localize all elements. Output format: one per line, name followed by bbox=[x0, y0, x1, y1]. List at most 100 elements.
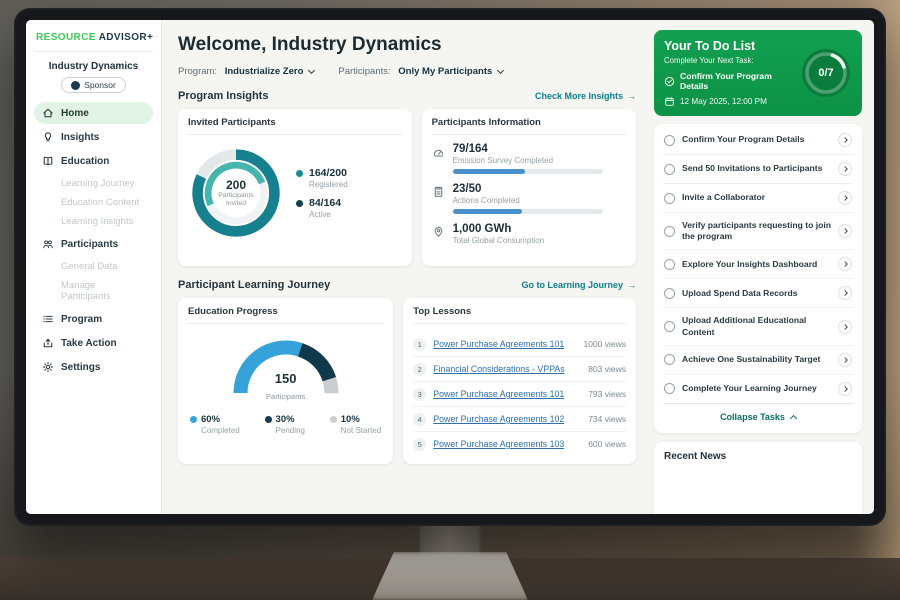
lesson-row: 4 Power Purchase Agreements 102 734 view… bbox=[413, 407, 626, 432]
sidebar-item-education-content[interactable]: Education Content bbox=[61, 197, 140, 208]
sponsor-badge: Sponsor bbox=[61, 77, 126, 93]
gear-icon bbox=[42, 361, 54, 373]
lightbulb-icon bbox=[42, 131, 54, 143]
todo-next-task[interactable]: Confirm Your Program Details bbox=[664, 71, 792, 91]
sidebar-item-insights[interactable]: Insights bbox=[34, 126, 153, 148]
sidebar-item-learning-journey[interactable]: Learning Journey bbox=[61, 178, 135, 189]
education-gauge-chart: 150 Participants bbox=[221, 332, 351, 402]
sidebar-item-participants[interactable]: Participants bbox=[34, 233, 153, 255]
chevron-right-icon[interactable] bbox=[838, 381, 852, 396]
checkbox-icon[interactable] bbox=[664, 192, 675, 204]
chevron-right-icon[interactable] bbox=[838, 286, 852, 301]
sidebar-item-label: Home bbox=[61, 107, 89, 119]
legend-item-not-started: 10% Not Started bbox=[329, 414, 381, 435]
todo-task-list: Confirm Your Program Details Send 50 Inv… bbox=[654, 124, 862, 433]
section-title: Participant Learning Journey bbox=[178, 279, 331, 291]
checkbox-icon[interactable] bbox=[664, 258, 675, 270]
donut-legend: 164/200 Registered 84/164 Active bbox=[296, 159, 348, 227]
collapse-tasks-link[interactable]: Collapse Tasks bbox=[663, 404, 853, 431]
recent-news-card: Recent News bbox=[654, 441, 862, 514]
section-title: Program Insights bbox=[178, 90, 269, 102]
lesson-views: 803 views bbox=[588, 364, 626, 374]
chevron-right-icon[interactable] bbox=[838, 257, 852, 272]
sidebar-item-general-data[interactable]: General Data bbox=[61, 261, 118, 272]
sidebar-item-education[interactable]: Education bbox=[34, 150, 153, 172]
arrow-right-icon: → bbox=[627, 280, 636, 290]
book-icon bbox=[42, 155, 54, 167]
check-more-insights-link[interactable]: Check More Insights → bbox=[534, 91, 636, 101]
monitor-bezel: RESOURCE ADVISOR+ Industry Dynamics Spon… bbox=[14, 8, 886, 526]
chevron-right-icon[interactable] bbox=[838, 319, 852, 334]
legend-dot bbox=[329, 416, 337, 423]
chevron-down-icon bbox=[308, 66, 316, 75]
screen: RESOURCE ADVISOR+ Industry Dynamics Spon… bbox=[26, 20, 874, 514]
checkbox-icon[interactable] bbox=[664, 383, 675, 395]
donut-center-value: 200 bbox=[225, 177, 247, 192]
app-logo: RESOURCE ADVISOR+ bbox=[34, 30, 153, 52]
go-to-learning-journey-link[interactable]: Go to Learning Journey → bbox=[521, 280, 636, 290]
lesson-link[interactable]: Financial Considerations - VPPAs bbox=[433, 364, 565, 374]
location-pin-icon bbox=[432, 225, 445, 238]
filters-bar: Program: Industrialize Zero Participants… bbox=[178, 66, 636, 77]
checkbox-icon[interactable] bbox=[664, 321, 675, 333]
program-filter-select[interactable]: Industrialize Zero bbox=[225, 66, 316, 77]
task-row-send-invitations[interactable]: Send 50 Invitations to Participants bbox=[663, 155, 853, 184]
task-row-achieve-target[interactable]: Achieve One Sustainability Target bbox=[663, 346, 853, 375]
lesson-row: 5 Power Purchase Agreements 103 600 view… bbox=[413, 432, 626, 456]
checkbox-icon[interactable] bbox=[664, 287, 675, 299]
checkbox-icon[interactable] bbox=[664, 225, 675, 237]
gauge-center-label: Participants bbox=[266, 392, 306, 401]
task-row-invite-collaborator[interactable]: Invite a Collaborator bbox=[663, 184, 853, 213]
gauge-legend: 60% Completed 30% Pending 10% Not Starte… bbox=[188, 404, 383, 437]
program-filter-label: Program: bbox=[178, 66, 218, 77]
chevron-right-icon[interactable] bbox=[838, 133, 852, 147]
sidebar-item-label: Take Action bbox=[61, 337, 117, 349]
task-row-verify-participants[interactable]: Verify participants requesting to join t… bbox=[663, 213, 853, 251]
legend-item-active: 84/164 Active bbox=[296, 197, 348, 219]
sidebar-item-home[interactable]: Home bbox=[34, 102, 153, 124]
lesson-rank: 2 bbox=[413, 362, 427, 376]
chevron-right-icon[interactable] bbox=[838, 191, 852, 205]
chevron-right-icon[interactable] bbox=[838, 352, 852, 367]
chevron-right-icon[interactable] bbox=[838, 162, 852, 176]
task-row-confirm-program[interactable]: Confirm Your Program Details bbox=[663, 126, 853, 155]
sidebar-item-learning-insights[interactable]: Learning Insights bbox=[61, 216, 134, 227]
check-circle-icon bbox=[664, 76, 675, 87]
checkbox-icon[interactable] bbox=[664, 134, 675, 146]
participants-filter-label: Participants: bbox=[338, 66, 391, 77]
learning-journey-cards: Education Progress 150 Participants 60% bbox=[178, 298, 636, 464]
org-name: Industry Dynamics bbox=[48, 61, 139, 72]
sidebar-item-settings[interactable]: Settings bbox=[34, 356, 153, 378]
chevron-right-icon[interactable] bbox=[838, 224, 852, 239]
lesson-link[interactable]: Power Purchase Agreements 101 bbox=[433, 389, 565, 399]
task-row-complete-learning-journey[interactable]: Complete Your Learning Journey bbox=[663, 375, 853, 404]
arrow-right-icon: → bbox=[627, 91, 636, 101]
calendar-icon bbox=[664, 96, 675, 107]
sponsor-label: Sponsor bbox=[84, 80, 116, 90]
lesson-link[interactable]: Power Purchase Agreements 102 bbox=[433, 414, 565, 424]
task-row-explore-insights[interactable]: Explore Your Insights Dashboard bbox=[663, 250, 853, 280]
todo-summary-card: Your To Do List Complete Your Next Task:… bbox=[654, 30, 862, 116]
task-row-upload-educational-content[interactable]: Upload Additional Educational Content bbox=[663, 308, 853, 346]
education-progress-card: Education Progress 150 Participants 60% bbox=[178, 298, 394, 464]
participants-information-card: Participants Information 79/164 Emission… bbox=[421, 109, 636, 266]
sidebar: RESOURCE ADVISOR+ Industry Dynamics Spon… bbox=[26, 20, 162, 514]
lesson-views: 793 views bbox=[588, 389, 626, 399]
checkbox-icon[interactable] bbox=[664, 354, 675, 366]
card-title: Invited Participants bbox=[188, 117, 402, 135]
lesson-link[interactable]: Power Purchase Agreements 103 bbox=[433, 439, 565, 449]
sidebar-item-label: Education bbox=[61, 155, 110, 167]
lesson-link[interactable]: Power Purchase Agreements 101 bbox=[433, 339, 565, 349]
sidebar-item-take-action[interactable]: Take Action bbox=[34, 332, 153, 354]
sidebar-item-program[interactable]: Program bbox=[34, 308, 153, 330]
lesson-row: 2 Financial Considerations - VPPAs 803 v… bbox=[413, 357, 626, 382]
legend-item-completed: 60% Completed bbox=[190, 414, 240, 435]
main-content: Welcome, Industry Dynamics Program: Indu… bbox=[162, 20, 648, 514]
sidebar-item-manage-participants[interactable]: Manage Participants bbox=[61, 280, 111, 302]
participants-filter-select[interactable]: Only My Participants bbox=[398, 66, 505, 77]
sidebar-nav: Home Insights Education Learning Journey… bbox=[34, 102, 153, 378]
invited-participants-card: Invited Participants 200 Participants In… bbox=[178, 109, 412, 266]
task-row-upload-spend-data[interactable]: Upload Spend Data Records bbox=[663, 279, 853, 309]
donut-center-label: Participants Invited bbox=[218, 191, 254, 207]
checkbox-icon[interactable] bbox=[664, 163, 675, 175]
